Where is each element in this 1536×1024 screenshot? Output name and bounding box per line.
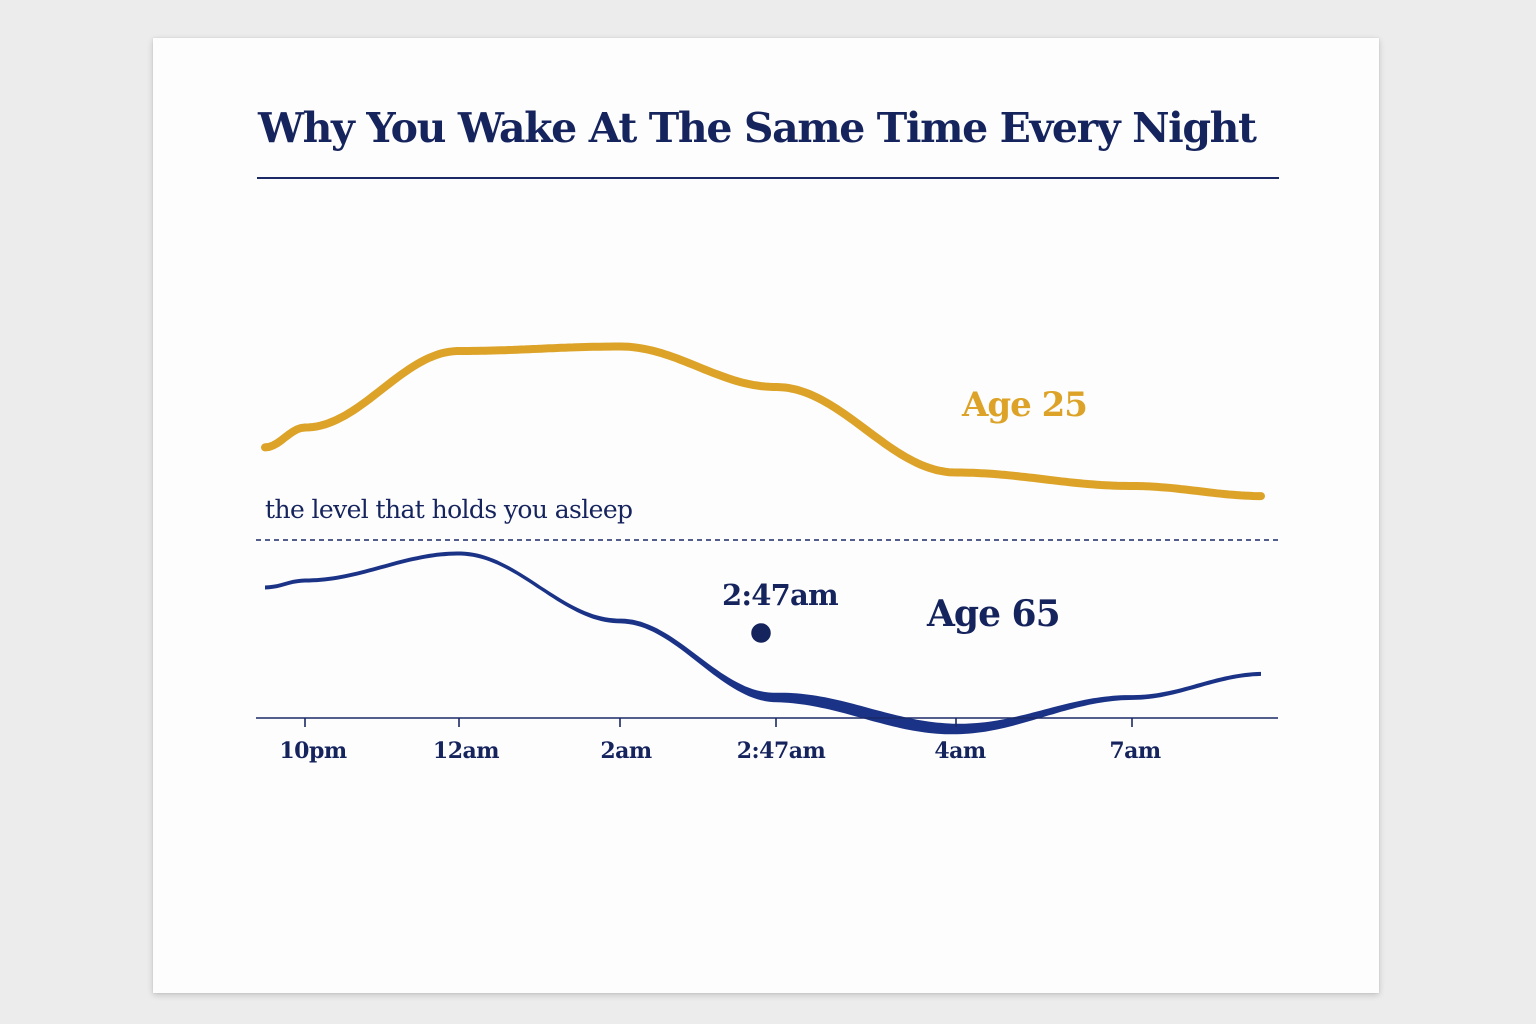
title-rule	[257, 177, 1279, 179]
series-line-age-25	[261, 342, 1265, 501]
series-label-age-65: Age 65	[926, 593, 1060, 635]
x-tick-label: 7am	[1109, 738, 1161, 764]
wake-time-marker	[748, 620, 774, 646]
series-label-age-25: Age 25	[961, 385, 1087, 425]
series-line-age-65	[265, 551, 1261, 735]
x-tick-label: 12am	[433, 738, 499, 764]
x-tick-label: 4am	[934, 738, 986, 764]
x-tick-label: 10pm	[279, 738, 346, 764]
chart-card	[153, 38, 1379, 993]
x-axis-ticks: 10pm 12am 2am 2:47am 4am 7am	[279, 718, 1161, 764]
x-tick-label: 2am	[600, 738, 652, 764]
wake-time-annotation-label: 2:47am	[722, 578, 839, 612]
x-tick-label: 2:47am	[737, 738, 826, 764]
threshold-label: the level that holds you asleep	[265, 495, 632, 524]
chart-title: Why You Wake At The Same Time Every Nigh…	[258, 104, 1257, 152]
